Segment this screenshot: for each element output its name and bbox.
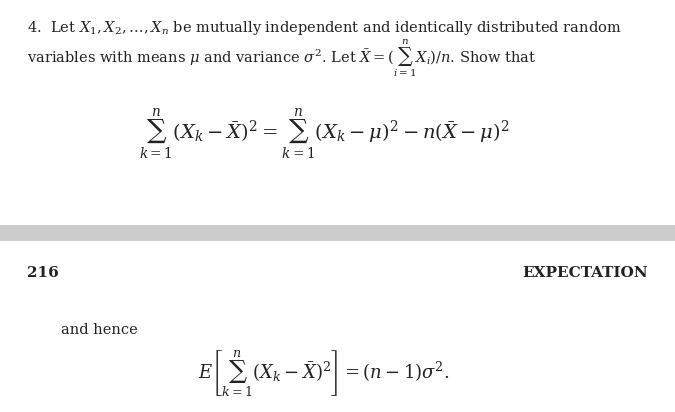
Text: variables with means $\mu$ and variance $\sigma^2$. Let $\bar{X} = (\sum_{i=1}^{: variables with means $\mu$ and variance … — [27, 37, 537, 79]
Text: $E\left[\sum_{k=1}^{n}(X_k - \bar{X})^2\right] = (n-1)\sigma^2.$: $E\left[\sum_{k=1}^{n}(X_k - \bar{X})^2\… — [198, 348, 450, 399]
Text: 4.  Let $X_1, X_2,\ldots, X_n$ be mutually independent and identically distribut: 4. Let $X_1, X_2,\ldots, X_n$ be mutuall… — [27, 19, 622, 37]
Text: $\sum_{k=1}^{n}(X_k - \bar{X})^2 = \sum_{k=1}^{n}(X_k - \mu)^2 - n(\bar{X} - \mu: $\sum_{k=1}^{n}(X_k - \bar{X})^2 = \sum_… — [138, 107, 510, 162]
Text: and hence: and hence — [61, 323, 138, 337]
Text: EXPECTATION: EXPECTATION — [522, 266, 648, 280]
Bar — [0, 225, 675, 241]
Text: 216: 216 — [27, 266, 59, 280]
